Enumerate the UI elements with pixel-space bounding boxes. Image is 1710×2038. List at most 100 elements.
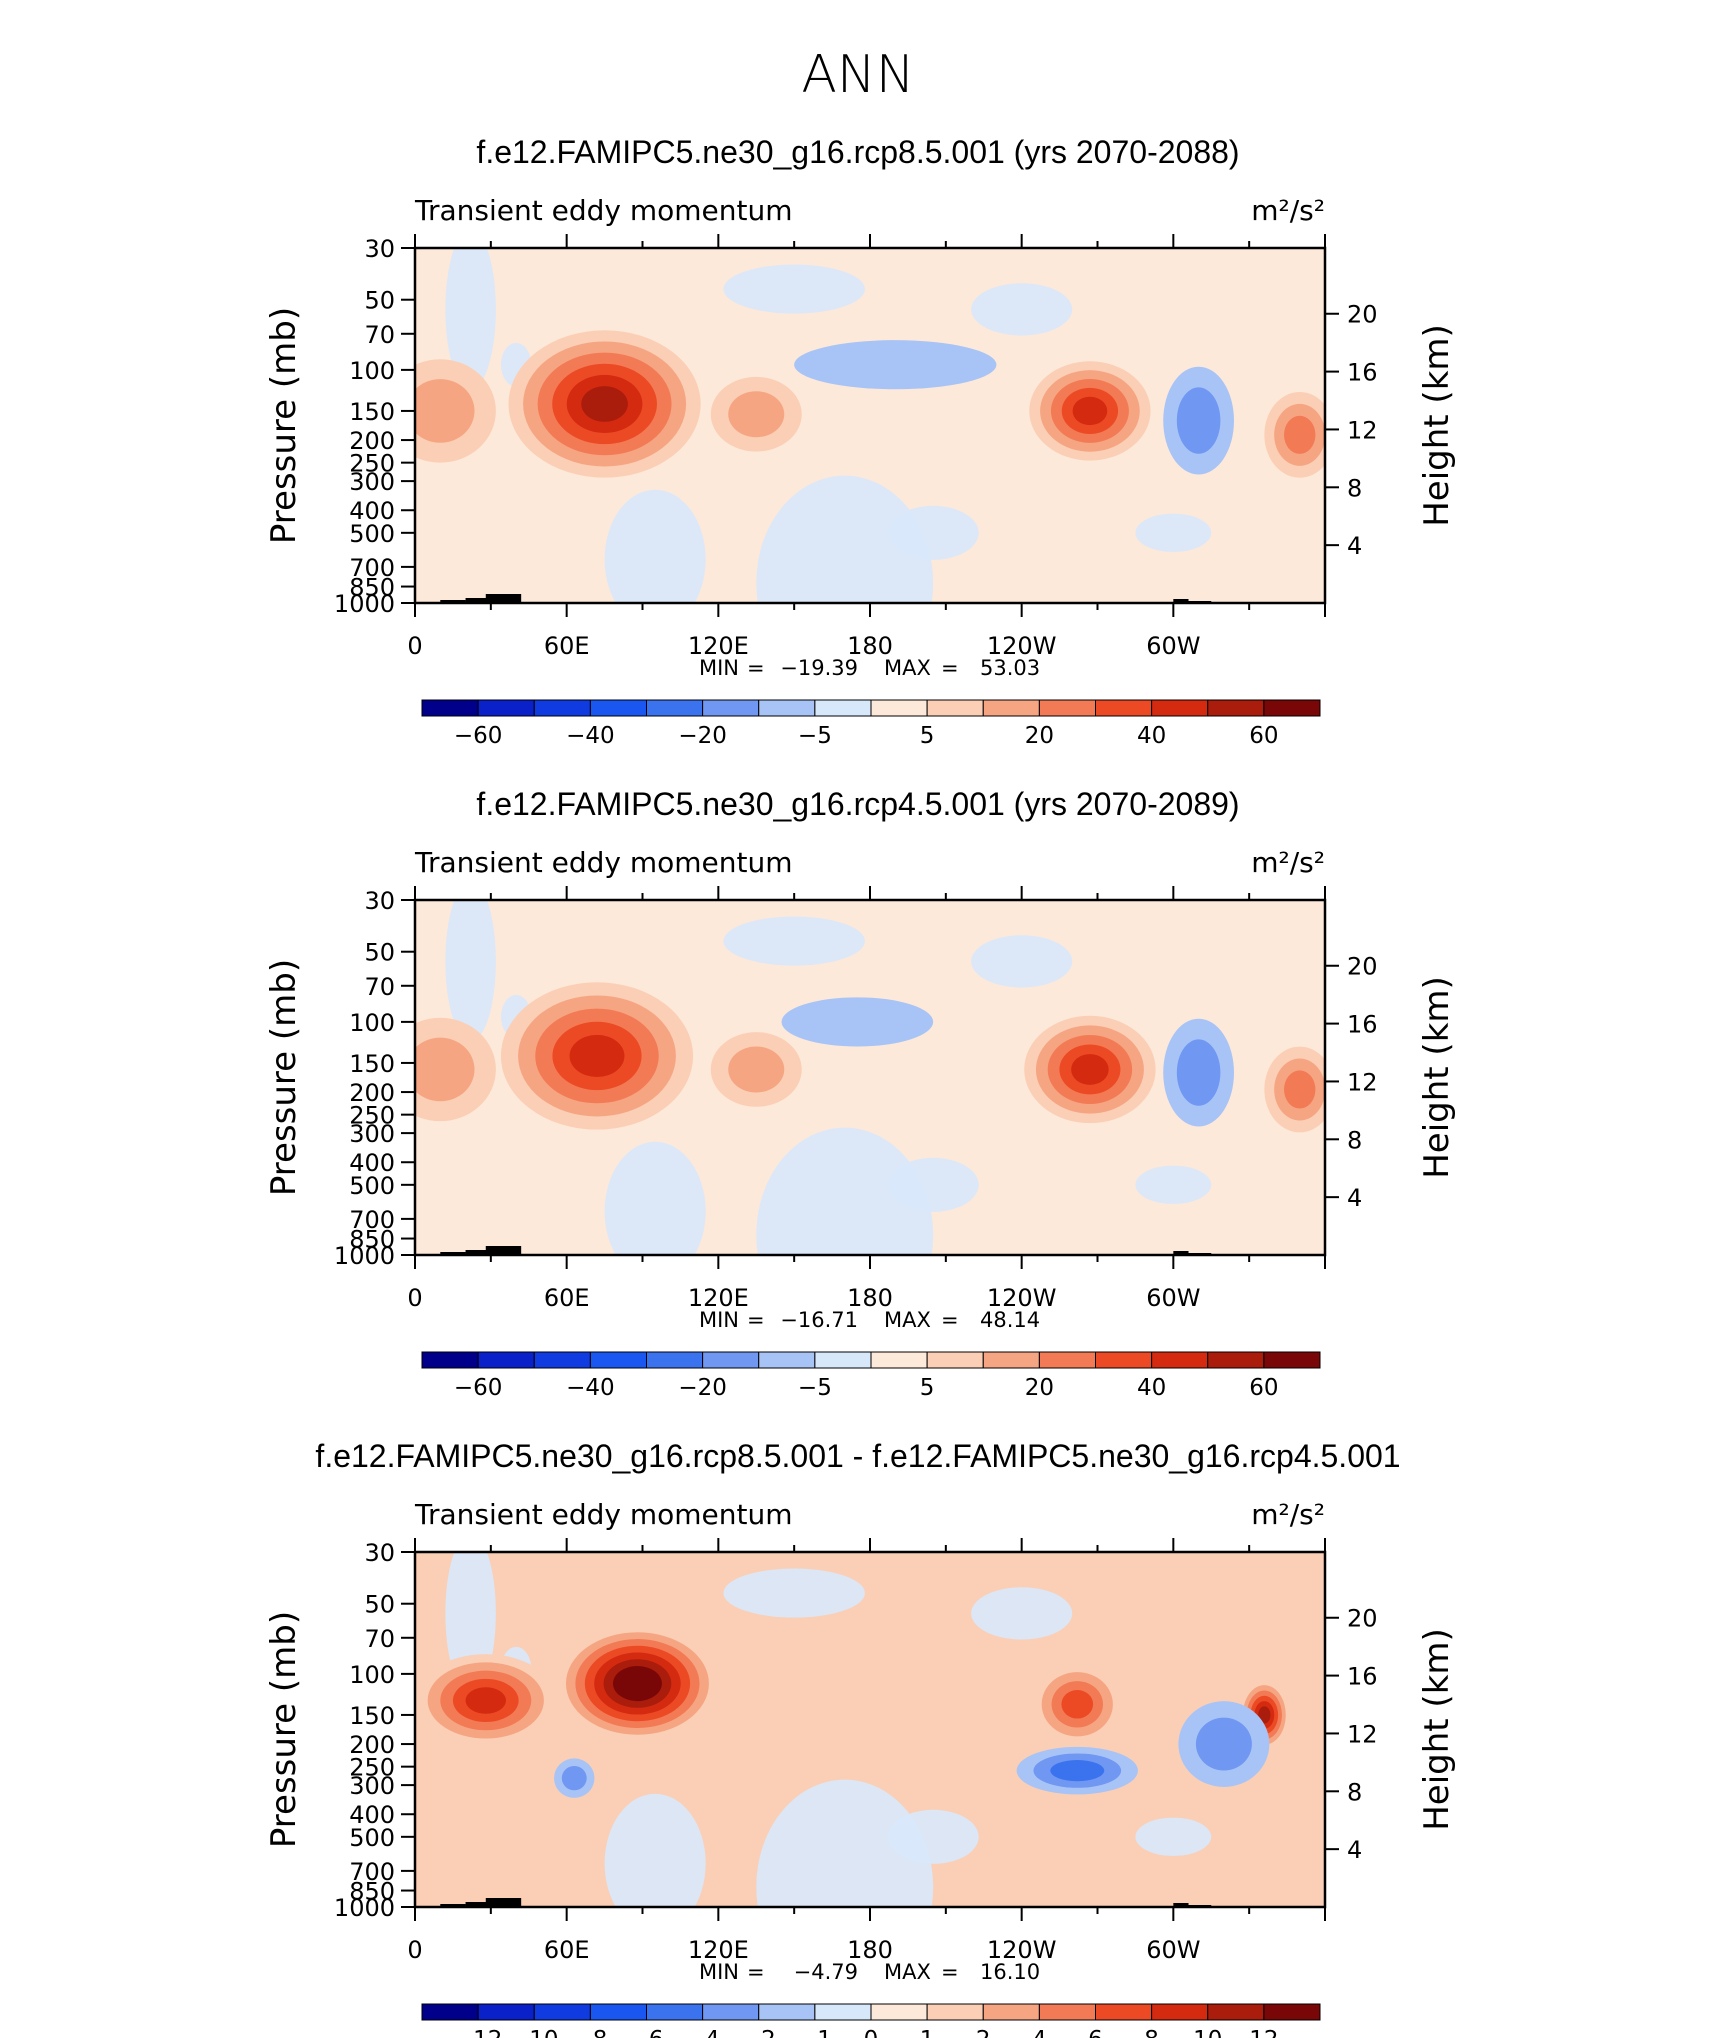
- colorbar-swatch: [814, 2003, 872, 2021]
- y-tick-label: 300: [349, 468, 395, 496]
- y-tick-label: 70: [364, 1625, 395, 1653]
- colorbar-swatch: [1263, 2003, 1321, 2021]
- colorbar-swatch: [477, 1351, 535, 1369]
- negative-region: [723, 1568, 865, 1618]
- units-label: m²/s²: [1251, 846, 1325, 879]
- x-tick-label: 0: [407, 632, 422, 660]
- min-label: MIN: [699, 1960, 739, 1984]
- x-tick-label: 120W: [987, 632, 1057, 660]
- max-label: MAX: [884, 656, 931, 680]
- colorbar: −60 −40 −20 −5 5 20 40 60: [421, 699, 1321, 749]
- min-equals: =: [747, 656, 765, 680]
- colorbar-swatch: [589, 2003, 647, 2021]
- negative-region: [1135, 1165, 1212, 1205]
- units-label: m²/s²: [1251, 194, 1325, 227]
- colorbar-swatch: [982, 699, 1040, 717]
- x-tick-label: 60E: [544, 1936, 590, 1964]
- colorbar-label: −40: [566, 1375, 615, 1401]
- colorbar-swatch: [1038, 699, 1096, 717]
- y-tick-label: 70: [364, 321, 395, 349]
- positive-contour: [581, 386, 628, 422]
- colorbar-swatch: [1095, 699, 1153, 717]
- colorbar-swatch: [870, 1351, 928, 1369]
- y-tick-label: 700: [349, 1858, 395, 1886]
- y2-tick-label: 8: [1347, 1126, 1362, 1154]
- negative-region: [756, 475, 934, 603]
- colorbar-label: 40: [1137, 1375, 1166, 1401]
- y-tick-label: 500: [349, 1824, 395, 1852]
- max-equals: =: [941, 1960, 959, 1984]
- colorbar-swatch: [421, 2003, 479, 2021]
- max-value: 53.03: [980, 656, 1040, 680]
- colorbar-swatch: [926, 2003, 984, 2021]
- y2-tick-label: 12: [1347, 1720, 1378, 1748]
- x-tick-label: 0: [407, 1284, 422, 1312]
- colorbar-label: −60: [454, 1375, 503, 1401]
- y-tick-label: 400: [349, 1149, 395, 1177]
- colorbar-swatch: [1095, 1351, 1153, 1369]
- colorbar-swatch: [870, 699, 928, 717]
- y-tick-label: 500: [349, 520, 395, 548]
- y2-tick-label: 16: [1347, 359, 1378, 387]
- y2-axis-label: Height (km): [1417, 976, 1457, 1179]
- negative-contour: [1050, 1760, 1105, 1782]
- colorbar-swatch: [1151, 1351, 1209, 1369]
- colorbar-swatch: [1207, 699, 1265, 717]
- topography: [1173, 1251, 1189, 1255]
- colorbar-swatch: [702, 1351, 760, 1369]
- x-tick-label: 60W: [1146, 1936, 1200, 1964]
- y-tick-label: 100: [349, 357, 395, 385]
- colorbar-swatch: [421, 1351, 479, 1369]
- positive-contour: [1283, 1070, 1316, 1109]
- negative-region: [723, 916, 865, 966]
- positive-contour: [1283, 415, 1316, 454]
- y-tick-label: 70: [364, 973, 395, 1001]
- negative-region: [445, 900, 496, 1042]
- y-tick-label: 500: [349, 1172, 395, 1200]
- min-label: MIN: [699, 656, 739, 680]
- y-tick-label: 250: [349, 1102, 395, 1130]
- y-axis-label: Pressure (mb): [264, 307, 304, 544]
- chart-title: f.e12.FAMIPC5.ne30_g16.rcp4.5.001 (yrs 2…: [476, 786, 1239, 822]
- colorbar-swatch: [982, 2003, 1040, 2021]
- positive-contour: [415, 379, 475, 443]
- topography: [465, 1250, 491, 1255]
- y2-tick-label: 20: [1347, 953, 1378, 981]
- colorbar-swatch: [646, 2003, 704, 2021]
- colorbar-swatch: [421, 699, 479, 717]
- colorbar-swatch: [758, 699, 816, 717]
- colorbar-label: 40: [1137, 723, 1166, 749]
- y-tick-label: 100: [349, 1661, 395, 1689]
- colorbar-label: −60: [454, 723, 503, 749]
- chart-subtitle: Transient eddy momentum: [414, 1498, 793, 1531]
- negative-contour: [781, 997, 934, 1047]
- colorbar-swatch: [646, 699, 704, 717]
- colorbar-label: 6: [1088, 2027, 1103, 2038]
- y2-tick-label: 4: [1347, 532, 1362, 560]
- colorbar: −60 −40 −20 −5 5 20 40 60: [421, 1351, 1321, 1401]
- positive-contour: [1258, 1706, 1271, 1724]
- colorbar-label: 60: [1249, 1375, 1278, 1401]
- negative-contour: [794, 340, 997, 390]
- y-tick-label: 200: [349, 1731, 395, 1759]
- colorbar-label: 20: [1025, 1375, 1054, 1401]
- y2-tick-label: 4: [1347, 1184, 1362, 1212]
- x-tick-label: 120E: [688, 1284, 749, 1312]
- topography: [485, 1898, 522, 1907]
- y-tick-label: 700: [349, 554, 395, 582]
- y-tick-label: 150: [349, 398, 395, 426]
- y-axis-label: Pressure (mb): [264, 959, 304, 1196]
- y-tick-label: 150: [349, 1050, 395, 1078]
- colorbar-swatch: [1151, 699, 1209, 717]
- max-value: 48.14: [980, 1308, 1040, 1332]
- x-tick-label: 120W: [987, 1284, 1057, 1312]
- colorbar-label: −20: [678, 723, 727, 749]
- colorbar-label: 8: [1144, 2027, 1159, 2038]
- colorbar-swatch: [1207, 1351, 1265, 1369]
- colorbar-swatch: [533, 1351, 591, 1369]
- negative-region: [756, 1779, 934, 1907]
- x-tick-label: 60W: [1146, 1284, 1200, 1312]
- positive-contour: [1072, 396, 1108, 426]
- topography: [440, 1904, 466, 1907]
- y2-tick-label: 4: [1347, 1836, 1362, 1864]
